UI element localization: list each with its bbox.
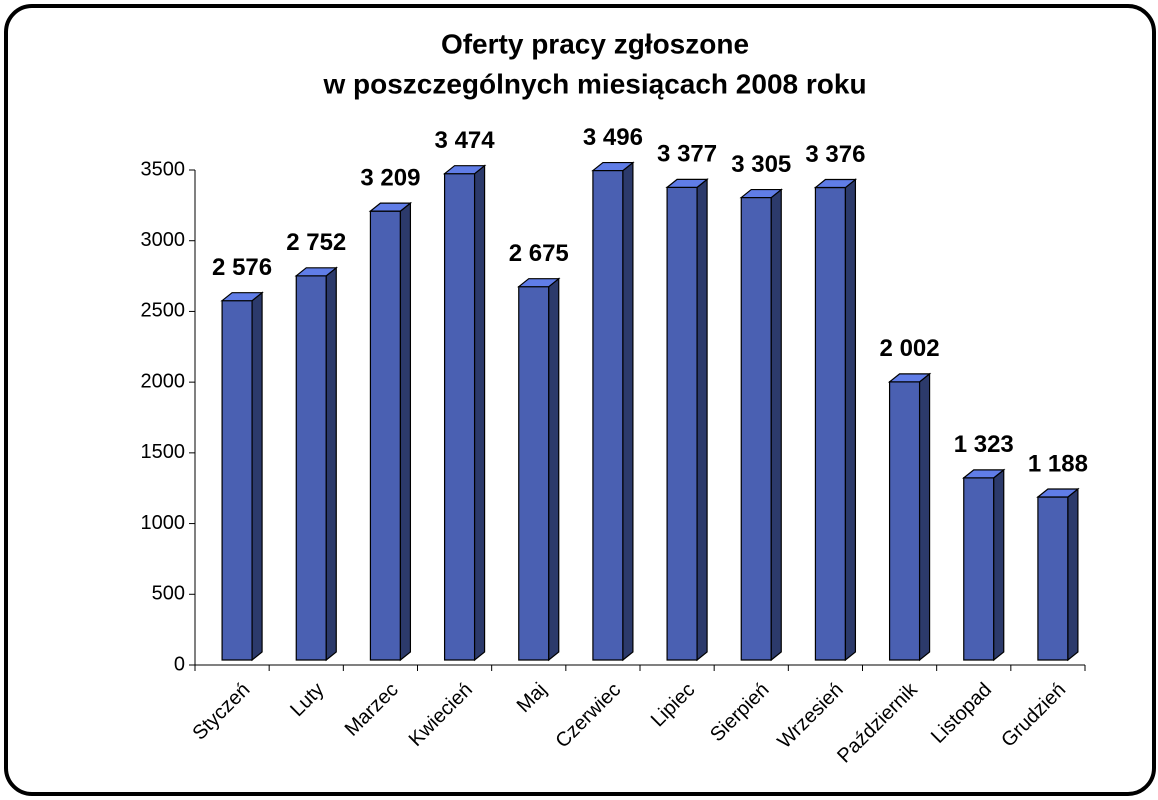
bar <box>813 178 858 662</box>
bar-front <box>1037 496 1069 661</box>
bar <box>220 291 264 662</box>
bar-front <box>888 381 921 661</box>
bar-side <box>251 291 263 662</box>
bar-side <box>399 201 412 662</box>
bar-side <box>918 372 931 662</box>
y-tick-label: 2000 <box>141 370 186 392</box>
value-label: 2 675 <box>509 240 569 267</box>
bar-top <box>665 178 709 188</box>
chart-title: Oferty pracy zgłoszone <box>441 28 749 59</box>
bar <box>739 188 783 662</box>
bar-front <box>592 169 624 661</box>
bar-side <box>844 178 857 662</box>
bar <box>1036 487 1080 662</box>
bar-front <box>221 300 253 661</box>
bar-top <box>517 278 561 288</box>
bar <box>517 277 561 662</box>
value-label: 1 188 <box>1028 450 1088 477</box>
bar-top <box>220 292 264 302</box>
bar-front <box>518 286 550 661</box>
value-label: 3 377 <box>657 141 717 168</box>
value-label: 1 323 <box>954 431 1014 458</box>
bar-front <box>443 173 476 661</box>
bar <box>591 161 635 662</box>
value-label: 3 474 <box>435 127 496 154</box>
bar <box>294 266 338 662</box>
y-tick-label: 0 <box>174 653 185 675</box>
value-label: 2 002 <box>880 335 940 362</box>
value-label: 2 576 <box>212 254 272 281</box>
bar-top <box>442 165 487 175</box>
value-label: 3 209 <box>360 164 420 191</box>
y-tick-label: 500 <box>152 583 185 605</box>
bar <box>962 468 1006 662</box>
y-tick-label: 3500 <box>141 158 186 180</box>
bar <box>887 372 932 662</box>
bar-side <box>622 161 634 662</box>
value-label: 3 305 <box>731 151 791 178</box>
bar-top <box>813 178 858 189</box>
value-label: 3 376 <box>805 141 865 168</box>
bar-top <box>962 469 1006 479</box>
bar-top <box>368 202 413 212</box>
bar-front <box>295 275 327 661</box>
bar-front <box>814 186 847 661</box>
bar-front <box>740 196 772 661</box>
bar-side <box>473 164 486 662</box>
bar <box>665 178 709 662</box>
chart-title: w poszczególnych miesiącach 2008 roku <box>322 68 866 99</box>
y-tick-label: 1500 <box>141 441 186 463</box>
value-label: 2 752 <box>286 229 346 256</box>
value-label: 3 496 <box>583 124 643 151</box>
bar-side <box>325 266 337 662</box>
bar <box>368 201 413 662</box>
y-tick-label: 1000 <box>141 512 186 534</box>
bar-top <box>739 188 783 199</box>
bar-side <box>770 188 782 662</box>
chart-frame <box>4 4 1156 796</box>
bar-side <box>548 277 560 662</box>
bar-top <box>1036 488 1080 498</box>
bar-top <box>294 267 338 277</box>
bar-top <box>887 373 932 383</box>
bar-side <box>1067 487 1079 662</box>
bar-side <box>993 468 1005 662</box>
bar-top <box>591 161 635 172</box>
y-tick-label: 2500 <box>141 300 186 322</box>
bar-front <box>963 477 995 661</box>
bar-front <box>666 186 698 661</box>
bar-front <box>369 210 402 661</box>
y-tick-label: 3000 <box>141 229 186 251</box>
bar <box>442 164 487 662</box>
bar-side <box>696 178 708 662</box>
